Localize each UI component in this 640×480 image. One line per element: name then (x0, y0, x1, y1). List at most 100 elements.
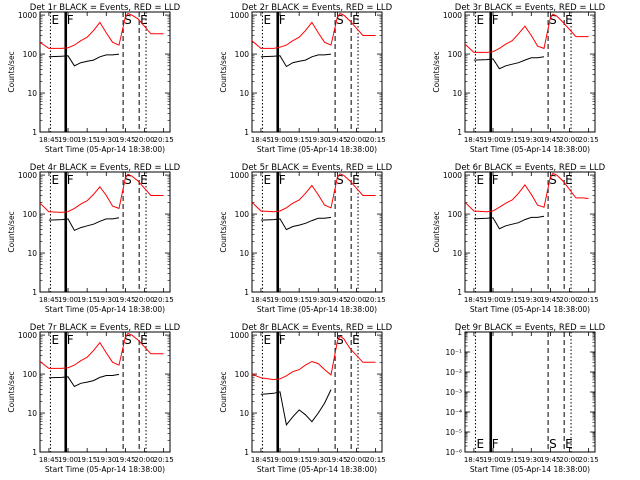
x-tick-label: 19:00 (58, 456, 78, 464)
x-axis-label: Start Time (05-Apr-14 18:38:00) (257, 465, 377, 474)
event-marker-label: E (476, 13, 484, 27)
lld-series-line (251, 173, 376, 213)
event-marker-label: S (549, 13, 557, 27)
events-series-line (48, 217, 120, 232)
x-axis-label: Start Time (05-Apr-14 18:38:00) (45, 465, 165, 474)
x-tick-label: 19:00 (483, 456, 503, 464)
event-marker-label: S (124, 13, 132, 27)
x-tick-label: 19:00 (270, 136, 290, 144)
x-tick-label: 19:00 (58, 296, 78, 304)
y-axis-label: Counts/sec (7, 371, 16, 412)
x-tick-label: 19:15 (289, 296, 309, 304)
x-tick-label: 18:45 (251, 296, 271, 304)
x-tick-label: 20:15 (366, 136, 386, 144)
panel-3: Det 3r BLACK = Events, RED = LLD 1 10 100 10… (432, 3, 606, 154)
y-axis-label: Counts/sec (432, 211, 441, 252)
x-tick-label: 20:00 (559, 296, 579, 304)
panel-title: Det 6r BLACK = Events, RED = LLD (455, 163, 606, 173)
x-tick-label: 18:45 (39, 456, 59, 464)
x-axis-label: Start Time (05-Apr-14 18:38:00) (45, 145, 165, 154)
y-axis-label: Counts/sec (219, 211, 228, 252)
lld-series-line (39, 173, 164, 213)
x-tick-label: 18:45 (39, 136, 59, 144)
x-tick-label: 19:45 (540, 136, 560, 144)
x-tick-label: 18:45 (464, 456, 484, 464)
event-marker-label: E (352, 333, 360, 347)
y-tick-label: 1 (457, 128, 462, 137)
y-tick-label: 1 (32, 288, 37, 297)
y-tick-label: 100 (23, 370, 38, 379)
y-tick-label: 10⁻² (445, 368, 462, 377)
x-tick-label: 19:15 (289, 136, 309, 144)
x-axis-label: Start Time (05-Apr-14 18:38:00) (257, 305, 377, 314)
x-tick-label: 20:00 (134, 136, 154, 144)
x-tick-label: 20:15 (579, 296, 599, 304)
panel-9: Det 9r BLACK = Events, RED = LLD 10⁻⁶ 10⁻⁵… (445, 323, 605, 474)
event-marker-label: F (492, 437, 499, 451)
x-tick-label: 19:30 (308, 456, 328, 464)
y-tick-label: 10 (239, 409, 249, 418)
x-tick-label: 18:45 (464, 296, 484, 304)
x-tick-label: 19:45 (115, 136, 135, 144)
x-tick-label: 20:15 (579, 136, 599, 144)
plot-frame (251, 331, 383, 453)
y-tick-label: 1 (32, 128, 37, 137)
event-marker-label: E (140, 173, 148, 187)
x-tick-label: 19:45 (115, 296, 135, 304)
y-axis-label: Counts/sec (7, 211, 16, 252)
y-tick-label: 1000 (18, 171, 37, 180)
y-tick-label: 1 (457, 328, 462, 337)
y-tick-label: 10 (239, 249, 249, 258)
x-tick-label: 19:15 (502, 136, 522, 144)
event-marker-label: F (492, 173, 499, 187)
event-marker-label: S (336, 13, 344, 27)
y-tick-label: 10 (452, 89, 462, 98)
x-tick-label: 19:30 (96, 136, 116, 144)
y-tick-label: 1000 (230, 331, 249, 340)
x-axis-label: Start Time (05-Apr-14 18:38:00) (470, 145, 590, 154)
panel-8: Det 8r BLACK = Events, RED = LLD 1 10 100 10… (219, 323, 393, 474)
y-axis-label: Counts/sec (219, 51, 228, 92)
plot-frame (464, 11, 596, 133)
lld-series-line (251, 335, 376, 381)
panel-7: Det 7r BLACK = Events, RED = LLD 1 10 100 10… (7, 323, 181, 474)
event-marker-label: F (67, 333, 74, 347)
x-axis-label: Start Time (05-Apr-14 18:38:00) (470, 305, 590, 314)
x-tick-label: 19:45 (327, 456, 347, 464)
y-axis-label: Counts/sec (432, 51, 441, 92)
x-tick-label: 19:45 (327, 296, 347, 304)
x-tick-label: 20:15 (366, 456, 386, 464)
x-tick-label: 19:30 (308, 296, 328, 304)
panel-4: Det 4r BLACK = Events, RED = LLD 1 10 100 10… (7, 163, 181, 314)
y-tick-label: 10⁻¹ (445, 348, 462, 357)
event-marker-label: S (124, 333, 132, 347)
event-marker-label: F (279, 173, 286, 187)
y-tick-label: 10 (452, 249, 462, 258)
x-tick-label: 19:30 (521, 136, 541, 144)
event-marker-label: E (263, 173, 271, 187)
events-series-line (473, 56, 545, 70)
x-tick-label: 18:45 (251, 456, 271, 464)
events-series-line (48, 373, 120, 388)
event-marker-label: E (565, 437, 573, 451)
y-axis-label: Counts/sec (7, 51, 16, 92)
y-tick-label: 1000 (18, 331, 37, 340)
event-marker-label: E (263, 13, 271, 27)
x-tick-label: 20:00 (346, 456, 366, 464)
panel-title: Det 3r BLACK = Events, RED = LLD (455, 3, 606, 13)
y-tick-label: 10⁻³ (445, 388, 462, 397)
y-tick-label: 100 (23, 50, 38, 59)
x-tick-label: 20:15 (366, 296, 386, 304)
x-tick-label: 20:15 (154, 456, 174, 464)
y-tick-label: 100 (23, 210, 38, 219)
x-tick-label: 19:15 (502, 296, 522, 304)
x-axis-label: Start Time (05-Apr-14 18:38:00) (257, 145, 377, 154)
panel-2: Det 2r BLACK = Events, RED = LLD 1 10 100 10… (219, 3, 393, 154)
panel-title: Det 9r BLACK = Events, RED = LLD (455, 323, 606, 333)
panel-title: Det 4r BLACK = Events, RED = LLD (30, 163, 181, 173)
y-tick-label: 1000 (230, 171, 249, 180)
x-tick-label: 20:00 (346, 136, 366, 144)
lld-series-line (251, 12, 376, 49)
plot-frame (39, 331, 171, 453)
